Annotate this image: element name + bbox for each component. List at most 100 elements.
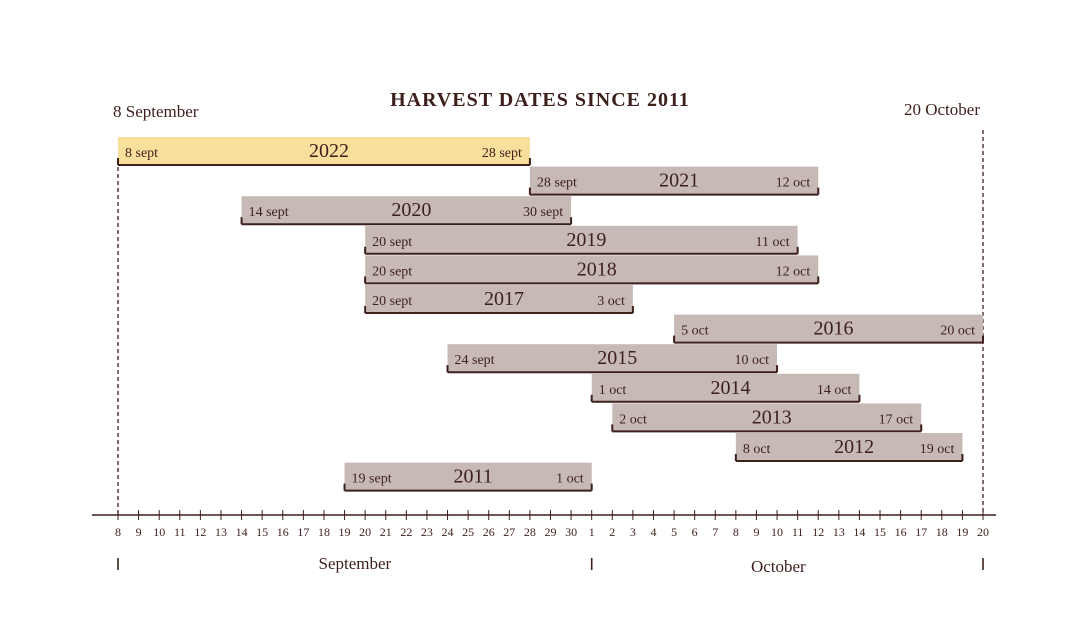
bar-fill xyxy=(674,314,983,343)
harvest-bar-2014: 1 oct 14 oct 2014 xyxy=(590,373,861,403)
axis-tick-label: 8 xyxy=(115,525,121,539)
axis-tick-label: 15 xyxy=(256,525,268,539)
bar-end-label: 1 oct xyxy=(556,472,584,487)
bar-end-label: 30 sept xyxy=(523,205,563,220)
axis-tick-label: 27 xyxy=(503,525,515,539)
axis-tick-label: 23 xyxy=(421,525,433,539)
bar-start-label: 8 oct xyxy=(743,442,771,457)
axis-tick-label: 6 xyxy=(692,525,698,539)
axis-tick-label: 18 xyxy=(936,525,948,539)
axis-tick-label: 9 xyxy=(136,525,142,539)
bar-start-label: 8 sept xyxy=(125,146,158,161)
bar-end-label: 19 oct xyxy=(920,442,955,457)
bar-start-label: 14 sept xyxy=(249,205,289,220)
harvest-bar-2015: 24 sept 10 oct 2015 xyxy=(446,344,779,374)
axis-tick-label: 1 xyxy=(589,525,595,539)
bar-start-label: 2 oct xyxy=(619,412,647,427)
bar-end-label: 12 oct xyxy=(776,176,811,191)
axis-tick-label: 26 xyxy=(483,525,495,539)
axis-tick-label: 7 xyxy=(712,525,718,539)
bar-fill xyxy=(735,433,963,461)
axis-tick-label: 21 xyxy=(380,525,392,539)
bar-start-label: 20 sept xyxy=(372,264,412,279)
month-label-september: September xyxy=(318,554,391,573)
bar-start-label: 5 oct xyxy=(681,324,709,339)
axis-tick-label: 12 xyxy=(812,525,824,539)
bar-year-label: 2019 xyxy=(566,229,606,251)
bar-end-label: 12 oct xyxy=(776,264,811,279)
bar-end-label: 3 oct xyxy=(597,294,625,309)
harvest-bar-2013: 2 oct 17 oct 2013 xyxy=(611,403,923,433)
axis-tick-label: 18 xyxy=(318,525,330,539)
axis-tick-label: 4 xyxy=(650,525,656,539)
bar-start-label: 20 sept xyxy=(372,235,412,250)
axis-tick-label: 22 xyxy=(400,525,412,539)
axis-tick-label: 13 xyxy=(215,525,227,539)
axis-tick-label: 20 xyxy=(359,525,371,539)
harvest-bar-2012: 8 oct 19 oct 2012 xyxy=(734,433,964,462)
axis-tick-label: 25 xyxy=(462,525,474,539)
bar-start-label: 28 sept xyxy=(537,176,577,191)
bar-start-label: 24 sept xyxy=(455,353,495,368)
bar-start-label: 20 sept xyxy=(372,294,412,309)
range-end-label: 20 October xyxy=(904,100,980,119)
bar-end-label: 11 oct xyxy=(756,235,790,250)
axis-tick-label: 11 xyxy=(792,525,804,539)
harvest-bar-2011: 19 sept 1 oct 2011 xyxy=(343,462,593,492)
axis-tick-label: 10 xyxy=(771,525,783,539)
axis-tick-label: 14 xyxy=(236,525,248,539)
axis-tick-label: 15 xyxy=(874,525,886,539)
axis-tick-label: 20 xyxy=(977,525,989,539)
axis-tick-label: 17 xyxy=(915,525,927,539)
harvest-bar-2021: 28 sept 12 oct 2021 xyxy=(528,166,820,196)
axis-tick-label: 8 xyxy=(733,525,739,539)
bar-fill xyxy=(241,196,572,225)
bar-fill xyxy=(344,462,592,491)
bar-fill xyxy=(529,166,819,195)
bar-fill xyxy=(365,285,633,313)
axis-tick-label: 16 xyxy=(277,525,289,539)
bar-year-label: 2015 xyxy=(597,347,637,369)
axis-tick-label: 19 xyxy=(339,525,351,539)
harvest-bar-2019: 20 sept 11 oct 2019 xyxy=(364,225,799,255)
bar-end-label: 10 oct xyxy=(734,353,769,368)
bar-year-label: 2017 xyxy=(484,288,524,310)
axis-tick-label: 13 xyxy=(833,525,845,539)
harvest-bar-2020: 14 sept 30 sept 2020 xyxy=(240,196,573,226)
axis-tick-label: 10 xyxy=(153,525,165,539)
bar-fill xyxy=(591,373,860,402)
axis-tick-label: 12 xyxy=(194,525,206,539)
bar-year-label: 2020 xyxy=(391,199,431,221)
month-label-october: October xyxy=(751,557,806,576)
axis-tick-label: 2 xyxy=(609,525,615,539)
axis-tick-label: 29 xyxy=(545,525,557,539)
bar-fill xyxy=(612,403,922,432)
axis-tick-label: 30 xyxy=(565,525,577,539)
bar-year-label: 2012 xyxy=(834,436,874,458)
harvest-bar-2022: 8 sept 28 sept 2022 xyxy=(117,137,531,166)
axis-tick-label: 28 xyxy=(524,525,536,539)
axis-tick-label: 16 xyxy=(895,525,907,539)
axis-tick-label: 9 xyxy=(753,525,759,539)
bar-fill xyxy=(365,225,798,254)
bar-start-label: 19 sept xyxy=(352,472,392,487)
bar-end-label: 28 sept xyxy=(482,146,522,161)
bar-year-label: 2011 xyxy=(453,466,492,488)
range-start-label: 8 September xyxy=(113,102,199,121)
axis-tick-label: 14 xyxy=(853,525,865,539)
bar-year-label: 2018 xyxy=(577,258,617,280)
bar-year-label: 2022 xyxy=(309,140,349,162)
bar-year-label: 2016 xyxy=(814,318,854,340)
bar-end-label: 17 oct xyxy=(879,412,914,427)
bar-fill xyxy=(118,137,530,165)
harvest-bar-2016: 5 oct 20 oct 2016 xyxy=(673,314,984,344)
axis-tick-label: 5 xyxy=(671,525,677,539)
harvest-bars: 8 sept 28 sept 2022 28 sept 12 oct 2021 14 sep… xyxy=(117,137,984,492)
harvest-bar-2018: 20 sept 12 oct 2018 xyxy=(364,255,820,285)
bar-year-label: 2013 xyxy=(752,406,792,428)
bar-fill xyxy=(365,255,819,284)
axis-tick-label: 17 xyxy=(297,525,309,539)
bar-year-label: 2014 xyxy=(711,377,751,399)
